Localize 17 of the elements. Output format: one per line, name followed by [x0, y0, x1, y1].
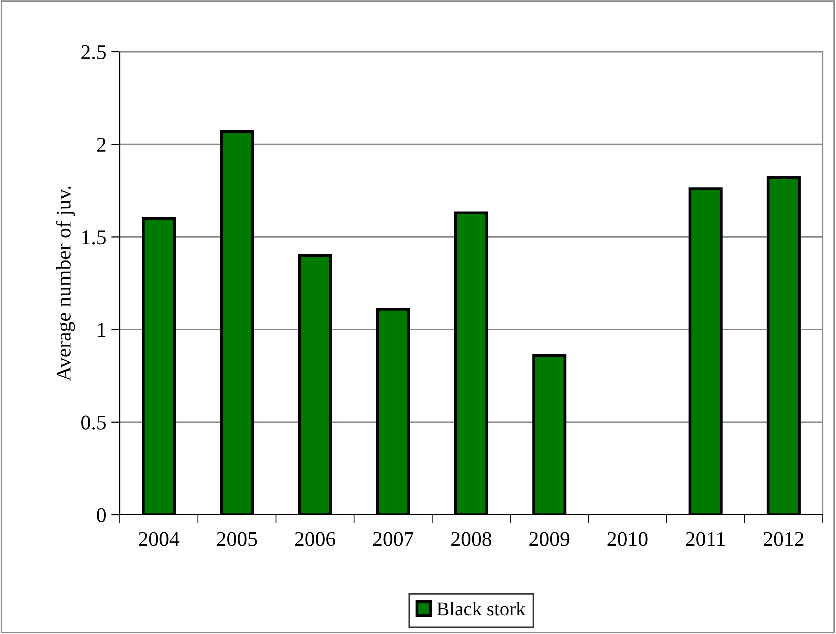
y-tick-label: 0	[97, 508, 106, 522]
x-tick-label: 2009	[530, 532, 570, 546]
x-tick-label: 2004	[139, 532, 180, 546]
x-tick-label: 2011	[686, 532, 726, 546]
y-tick-label: 0.5	[82, 416, 106, 430]
x-tick-label: 2008	[452, 532, 492, 546]
x-tick-label: 2005	[217, 532, 258, 546]
y-axis-title: Average number of juv.	[56, 186, 76, 382]
y-tick-label: 1	[98, 323, 106, 338]
x-tick-label: 2010	[608, 532, 648, 546]
legend-label: Black stork	[437, 602, 526, 616]
x-tick-label: 2007	[373, 532, 414, 546]
x-tick-label: 2006	[295, 532, 336, 546]
y-tick-label: 2	[97, 138, 106, 152]
x-tick-label: 2012	[764, 532, 804, 546]
y-tick-label: 1.5	[82, 230, 106, 245]
y-tick-label: 2.5	[82, 45, 106, 60]
